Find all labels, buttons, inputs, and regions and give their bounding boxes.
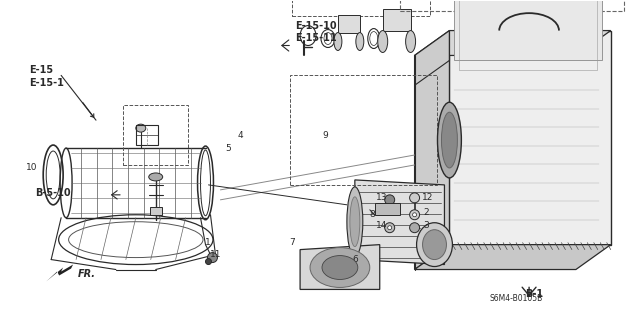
Ellipse shape	[322, 256, 358, 279]
Bar	[136, 125, 157, 145]
Ellipse shape	[205, 259, 211, 264]
Bar	[150, 207, 162, 215]
Text: E-15-10
E-15-11: E-15-10 E-15-11	[295, 21, 337, 43]
Ellipse shape	[410, 193, 420, 203]
Text: B-5-10: B-5-10	[35, 188, 71, 198]
Text: 8: 8	[369, 210, 374, 219]
Bar	[123, 105, 188, 165]
Ellipse shape	[148, 173, 163, 181]
Bar	[375, 203, 399, 215]
Ellipse shape	[417, 223, 452, 267]
Text: 9: 9	[322, 130, 328, 140]
Ellipse shape	[388, 226, 392, 230]
Text: 11: 11	[210, 250, 221, 259]
Bar	[338, 15, 360, 33]
Text: 13: 13	[376, 193, 387, 202]
Text: S6M4-B0105B: S6M4-B0105B	[489, 294, 543, 303]
Ellipse shape	[136, 124, 146, 132]
Text: 3: 3	[424, 221, 429, 230]
Ellipse shape	[442, 112, 458, 168]
Text: 10: 10	[26, 163, 37, 173]
Ellipse shape	[438, 102, 461, 178]
Text: 5: 5	[225, 144, 231, 152]
Polygon shape	[300, 245, 380, 289]
Text: FR.: FR.	[78, 270, 96, 279]
Text: E-15
E-15-1: E-15 E-15-1	[29, 65, 64, 88]
Polygon shape	[415, 245, 611, 270]
Ellipse shape	[356, 33, 364, 50]
Text: 1: 1	[205, 238, 211, 247]
Ellipse shape	[350, 197, 360, 247]
Polygon shape	[46, 264, 73, 281]
Ellipse shape	[410, 210, 420, 220]
Polygon shape	[449, 31, 611, 245]
Ellipse shape	[410, 223, 420, 233]
Bar	[290, 75, 438, 185]
Text: B-1: B-1	[525, 289, 543, 300]
Ellipse shape	[385, 195, 395, 205]
Text: 7: 7	[289, 238, 295, 247]
Ellipse shape	[406, 31, 415, 52]
Ellipse shape	[422, 230, 447, 260]
Ellipse shape	[378, 31, 388, 52]
Text: 12: 12	[422, 193, 433, 202]
Bar	[399, 0, 623, 11]
Text: 6: 6	[352, 255, 358, 264]
Polygon shape	[355, 180, 444, 264]
Text: 14: 14	[376, 221, 387, 230]
Ellipse shape	[207, 253, 218, 263]
Bar	[292, 0, 429, 16]
Polygon shape	[415, 31, 611, 56]
Bar	[383, 9, 411, 31]
Bar	[454, 0, 602, 60]
Text: 2: 2	[424, 208, 429, 217]
Ellipse shape	[413, 213, 417, 217]
Ellipse shape	[310, 248, 370, 287]
Bar	[460, 0, 596, 70]
Text: 4: 4	[237, 130, 243, 140]
Ellipse shape	[385, 223, 395, 233]
Ellipse shape	[347, 187, 363, 256]
Polygon shape	[415, 31, 449, 270]
Ellipse shape	[334, 33, 342, 50]
